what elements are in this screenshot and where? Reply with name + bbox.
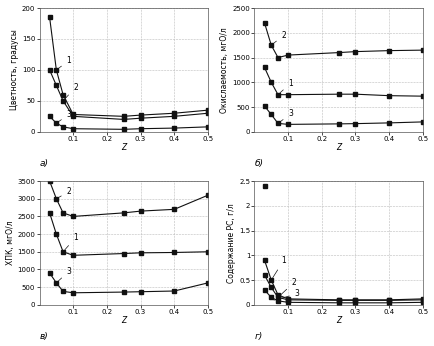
Text: 3: 3: [59, 267, 71, 281]
Y-axis label: Содержание РС, г/л: Содержание РС, г/л: [227, 203, 237, 283]
Text: 2: 2: [280, 278, 296, 295]
Text: 2: 2: [65, 83, 78, 99]
Text: 3: 3: [280, 109, 293, 122]
Text: в): в): [39, 332, 48, 341]
Text: 1: 1: [273, 256, 286, 278]
X-axis label: Z: Z: [336, 316, 341, 325]
X-axis label: Z: Z: [121, 143, 126, 152]
Y-axis label: Цветность, градусы: Цветность, градусы: [10, 29, 19, 110]
Y-axis label: ХПК, мгО/л: ХПК, мгО/л: [6, 221, 15, 265]
Text: 3: 3: [59, 110, 71, 121]
Text: 1: 1: [65, 233, 78, 250]
Text: а): а): [39, 159, 49, 168]
Text: б): б): [254, 159, 263, 168]
Text: 1: 1: [280, 79, 293, 93]
Text: 3: 3: [274, 289, 300, 300]
Text: 1: 1: [59, 56, 71, 68]
Text: г): г): [254, 332, 263, 341]
Y-axis label: Окислаемость, мгО/л: Окислаемость, мгО/л: [220, 27, 230, 113]
X-axis label: Z: Z: [336, 143, 341, 152]
Text: 2: 2: [59, 187, 71, 197]
Text: 2: 2: [273, 31, 286, 44]
X-axis label: Z: Z: [121, 316, 126, 325]
